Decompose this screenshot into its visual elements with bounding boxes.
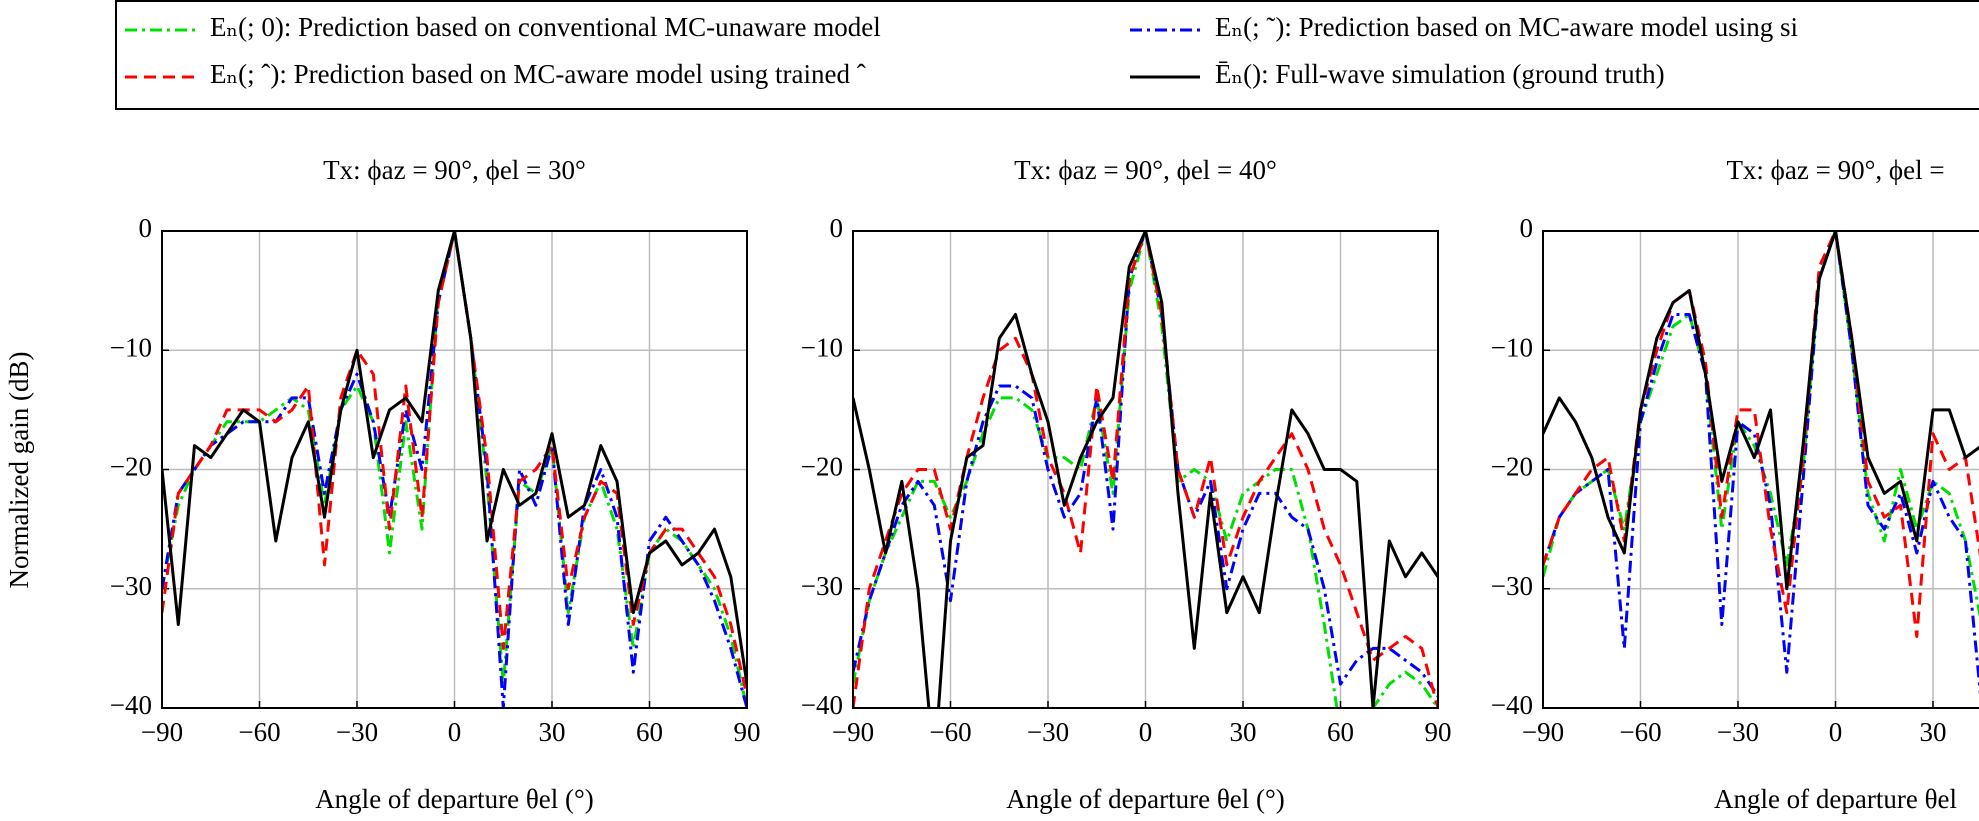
x-axis-label: Angle of departure θel (°)	[315, 784, 594, 814]
y-tick-label: −40	[801, 690, 843, 720]
data-line	[853, 231, 1438, 708]
legend-label: Eₙ(; ˜): Prediction based on MC-aware mo…	[1215, 12, 1798, 42]
plot-lines	[162, 231, 747, 708]
x-tick-label: −90	[141, 717, 183, 747]
plot-frame	[852, 230, 1439, 709]
legend-label: Eₙ(; ˆ): Prediction based on MC-aware mo…	[210, 59, 866, 89]
chart: Tx: ϕaz = 90°, ϕel = 30° Angle of departu…	[110, 155, 761, 814]
y-tick-label: −30	[110, 571, 152, 601]
y-tick-label: −40	[110, 690, 152, 720]
plot-frame	[1542, 230, 1979, 709]
x-tick-label: 30	[1920, 717, 1947, 747]
x-tick-label: 0	[1139, 717, 1153, 747]
y-tick-label: −30	[1491, 571, 1533, 601]
data-line	[853, 231, 1438, 697]
x-tick-label: −60	[1619, 717, 1661, 747]
x-tick-label: −30	[336, 717, 378, 747]
x-axis-label: Angle of departure θel (°)	[1006, 784, 1285, 814]
y-tick-label: −10	[110, 332, 152, 362]
plot-lines	[1543, 231, 1979, 695]
x-tick-label: 0	[1829, 717, 1843, 747]
y-tick-label: 0	[830, 213, 844, 243]
x-tick-label: −90	[832, 717, 874, 747]
y-tick-label: −30	[801, 571, 843, 601]
y-axis-label: Normalized gain (dB)	[4, 352, 34, 589]
x-tick-label: 30	[1230, 717, 1257, 747]
y-tick-label: −20	[801, 452, 843, 482]
chart-title: Tx: ϕaz = 90°, ϕel = 40°	[1014, 155, 1277, 185]
y-tick-label: −10	[801, 332, 843, 362]
x-tick-label: −60	[929, 717, 971, 747]
x-tick-label: 90	[734, 717, 761, 747]
y-tick-label: 0	[1520, 213, 1534, 243]
legend-label: Ēₙ(): Full-wave simulation (ground truth…	[1215, 59, 1665, 89]
data-line	[853, 231, 1438, 708]
chart-title: Tx: ϕaz = 90°, ϕel =	[1726, 155, 1944, 185]
y-tick-label: −40	[1491, 690, 1533, 720]
x-tick-label: −30	[1717, 717, 1759, 747]
y-tick-label: 0	[139, 213, 153, 243]
x-tick-label: 0	[448, 717, 462, 747]
data-line	[1543, 231, 1979, 695]
chart-title: Tx: ϕaz = 90°, ϕel = 30°	[323, 155, 586, 185]
legend-label: Eₙ(; 0): Prediction based on conventiona…	[210, 12, 881, 42]
y-tick-label: −10	[1491, 332, 1533, 362]
data-line	[1543, 231, 1979, 618]
y-tick-label: −20	[1491, 452, 1533, 482]
chart: Tx: ϕaz = 90°, ϕel = 40° Angle of departu…	[801, 155, 1452, 814]
plot-frame	[161, 230, 748, 709]
x-tick-label: 60	[636, 717, 663, 747]
x-tick-label: 60	[1327, 717, 1354, 747]
x-axis-label: Angle of departure θel	[1714, 784, 1957, 814]
x-tick-label: −60	[238, 717, 280, 747]
x-tick-label: 90	[1425, 717, 1452, 747]
data-line	[162, 231, 747, 685]
data-line	[853, 231, 1438, 708]
legend-box	[115, 0, 1979, 110]
x-tick-label: −90	[1522, 717, 1564, 747]
plot-lines	[853, 231, 1438, 708]
chart: Tx: ϕaz = 90°, ϕel = Angle of departure θ…	[1491, 155, 1979, 814]
x-tick-label: −30	[1027, 717, 1069, 747]
x-tick-label: 30	[539, 717, 566, 747]
y-tick-label: −20	[110, 452, 152, 482]
data-line	[1543, 231, 1979, 591]
